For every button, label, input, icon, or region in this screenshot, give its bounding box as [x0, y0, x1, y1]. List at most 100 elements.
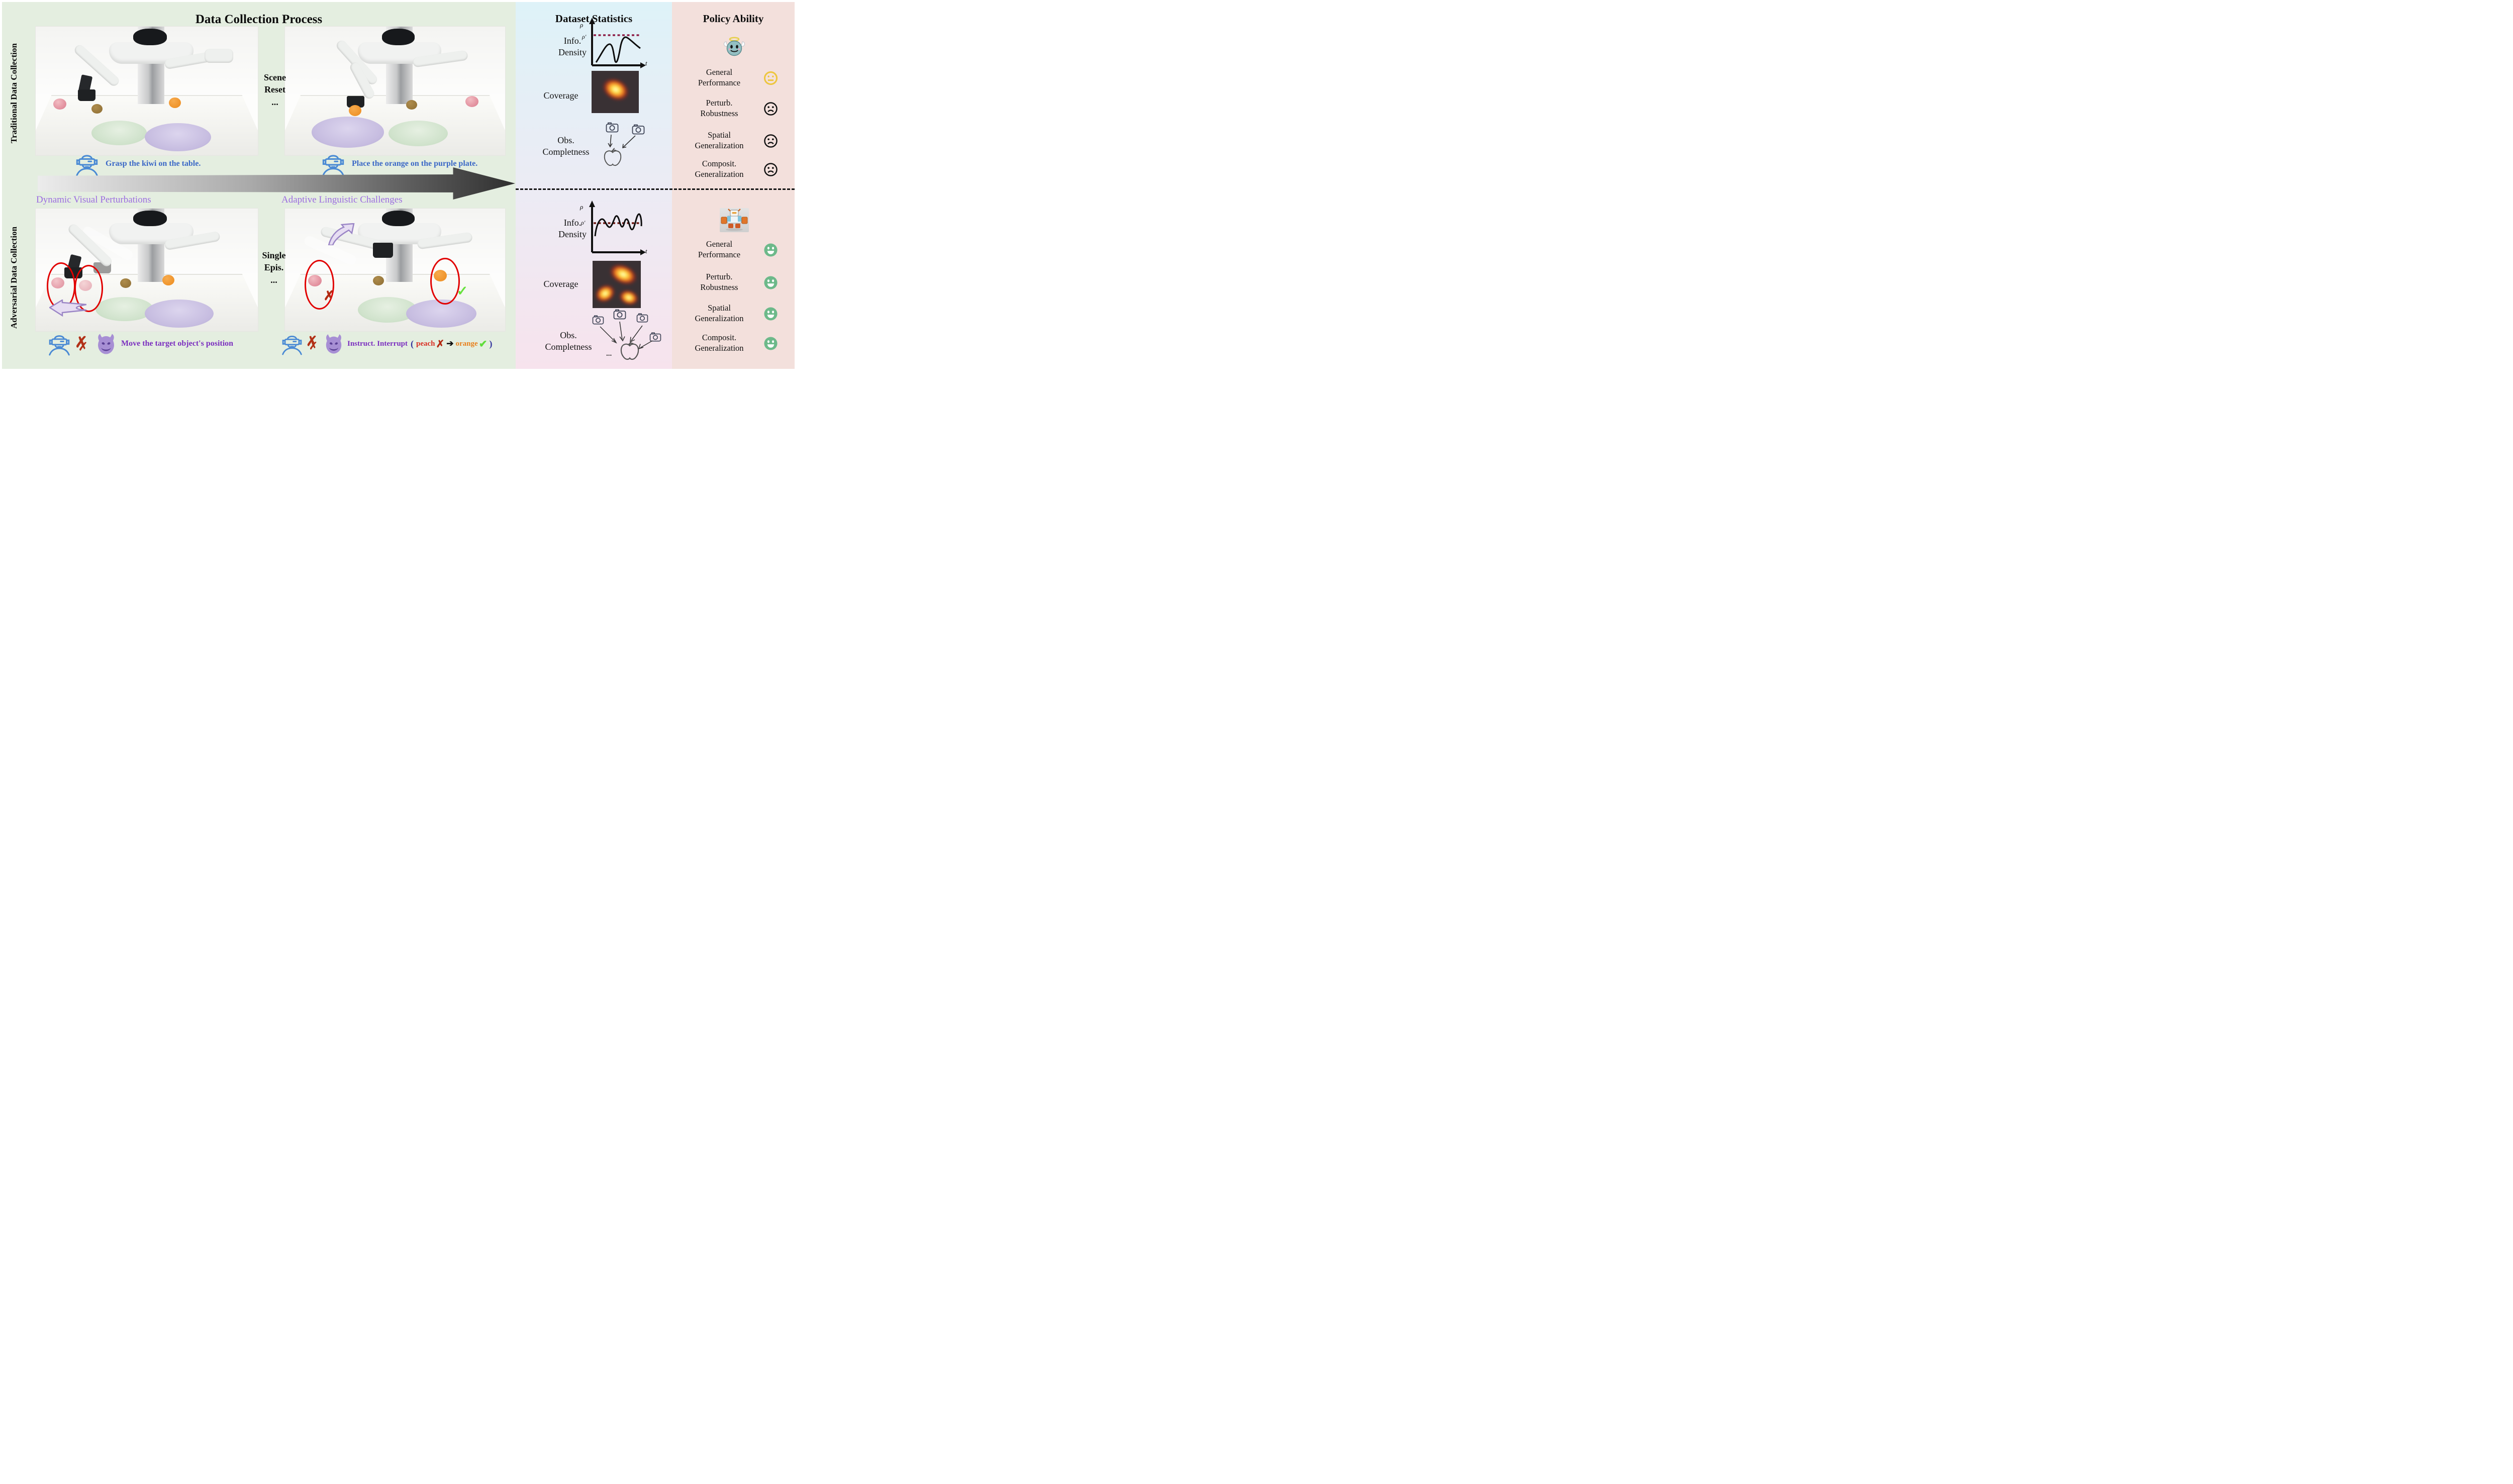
sad-face-icon	[764, 102, 778, 116]
fruit-peach	[53, 98, 67, 110]
plate-purple	[144, 299, 214, 328]
plate-purple	[311, 117, 384, 148]
obs-completeness-label-top: Obs. Completness	[534, 135, 598, 158]
figure-canvas: Data Collection Process Traditional Data…	[0, 0, 797, 371]
table	[36, 95, 258, 155]
move-left-arrow	[49, 299, 86, 317]
robot-head	[133, 210, 167, 227]
rho-prime-label-top: ρ'	[582, 33, 587, 40]
check-mark: ✔	[478, 338, 488, 350]
metric-line2: Generalization	[695, 141, 744, 151]
robot-illustration	[721, 209, 748, 231]
robot-head	[381, 28, 415, 46]
vr-operator-icon	[49, 335, 70, 356]
devil-icon	[98, 334, 114, 354]
camera-icon	[636, 313, 648, 323]
caption-grasp: Grasp the kiwi on the table.	[75, 150, 201, 178]
right-target-check-mark: ✓	[456, 283, 468, 299]
obs-label-line2: Completness	[545, 342, 592, 352]
metric-line2: Generalization	[695, 169, 744, 179]
robot-gripper	[373, 243, 393, 258]
left-panel-title: Data Collection Process	[195, 12, 323, 26]
policy-ability-panel: Policy Ability General Performance Pertu…	[672, 2, 795, 369]
info-label-line2: Density	[558, 47, 587, 58]
scene-reset-line2: Reset	[264, 84, 285, 95]
fruit-orange	[162, 274, 174, 285]
coverage-heatmap-single	[592, 71, 639, 113]
plate-green	[95, 296, 154, 322]
info-label-line2: Density	[558, 229, 587, 240]
happy-face-icon	[764, 337, 778, 350]
robot-gripper	[77, 89, 96, 102]
robot-gripper	[346, 96, 364, 108]
metric-line2: Performance	[698, 78, 741, 88]
policy-metric-label: Perturb. Robustness	[677, 271, 761, 293]
policy-metric-label: General Performance	[677, 239, 761, 260]
single-epis-line2: Epis.	[264, 262, 284, 273]
caption-place-text: Place the orange on the purple plate.	[352, 159, 478, 168]
obs-label-line2: Completness	[542, 147, 590, 157]
dataset-statistics-panel: Dataset Statistics Info. Density ρ ρ' t …	[516, 2, 672, 369]
apple-outline-icon	[620, 341, 639, 360]
paren-close: )	[489, 338, 493, 349]
camera-view-arrows	[600, 321, 653, 350]
vr-operator-icon	[282, 335, 302, 355]
obs-completeness-label-bottom: Obs. Completness	[535, 330, 602, 353]
header-visual-perturbations: Dynamic Visual Perturbations	[36, 194, 151, 205]
rho-axis-label-top: ρ	[580, 21, 584, 29]
t-axis-label-top: t	[645, 59, 647, 67]
obs-label-line1: Obs.	[557, 135, 574, 145]
happy-face-icon	[764, 243, 778, 257]
camera-icon	[613, 309, 626, 320]
info-density-chart-top	[589, 18, 646, 68]
robot-head	[133, 28, 167, 46]
fruit-kiwi	[406, 100, 417, 110]
row-label-adversarial: Adversarial Data Collection	[9, 226, 19, 329]
info-density-label-top: Info. Density	[545, 35, 600, 59]
coverage-label-top: Coverage	[543, 90, 578, 101]
policy-metric-label: Spatial Generalization	[677, 130, 761, 151]
heat-blob	[617, 287, 641, 308]
policy-metric-label: Perturb. Robustness	[677, 97, 761, 119]
camera-icon	[649, 332, 661, 342]
data-collection-panel: Data Collection Process Traditional Data…	[2, 2, 516, 369]
single-epis-dots: ...	[270, 274, 277, 285]
annotation-red-ring-peach	[305, 260, 334, 310]
caption-place: Place the orange on the purple plate.	[322, 150, 477, 178]
camera-icon	[592, 315, 604, 325]
caption-instruct-interrupt: ✗ ✗ Instruct. Interrupt ( peach ✗ ➔ oran…	[281, 329, 492, 359]
no-human-icon: ✗ ✗	[75, 334, 88, 353]
vr-operator-icon	[76, 155, 98, 176]
coverage-heatmap-multi	[593, 261, 641, 308]
photo-adversarial-visual	[36, 209, 258, 331]
plate-green	[91, 120, 147, 145]
happy-face-icon	[764, 307, 778, 321]
photo-adversarial-linguistic: ✗ ✓	[285, 209, 505, 331]
wrong-word: peach	[416, 339, 435, 348]
plate-purple	[144, 123, 212, 152]
annotation-red-ring-orange	[430, 257, 460, 305]
more-cameras-dots: ...	[606, 350, 612, 358]
interrupt-label: Instruct. Interrupt	[347, 339, 408, 348]
metric-line1: General	[706, 239, 733, 249]
angel-face-icon	[724, 37, 745, 56]
row-label-traditional: Traditional Data Collection	[9, 43, 19, 144]
camera-view-arrows	[608, 134, 636, 149]
adversarial-robot-icon	[720, 208, 749, 232]
fruit-kiwi	[120, 278, 131, 288]
wrong-target-x-mark: ✗	[323, 288, 335, 304]
policy-metric-label: Spatial Generalization	[677, 303, 761, 324]
single-episode-note: Single Epis. ...	[256, 249, 292, 286]
heat-blob	[598, 73, 633, 106]
metric-line1: Composit.	[702, 159, 737, 168]
policy-metric-label: General Performance	[677, 67, 761, 88]
metric-line1: General	[706, 67, 733, 77]
metric-line1: Perturb.	[706, 98, 733, 108]
metric-line2: Generalization	[695, 314, 744, 324]
policy-metric-label: Composit. Generalization	[677, 332, 761, 354]
devil-icon	[326, 334, 342, 354]
plate-green	[388, 120, 448, 147]
policy-title: Policy Ability	[703, 13, 764, 25]
redirect-arrow	[328, 223, 355, 246]
sad-face-icon	[764, 134, 778, 148]
